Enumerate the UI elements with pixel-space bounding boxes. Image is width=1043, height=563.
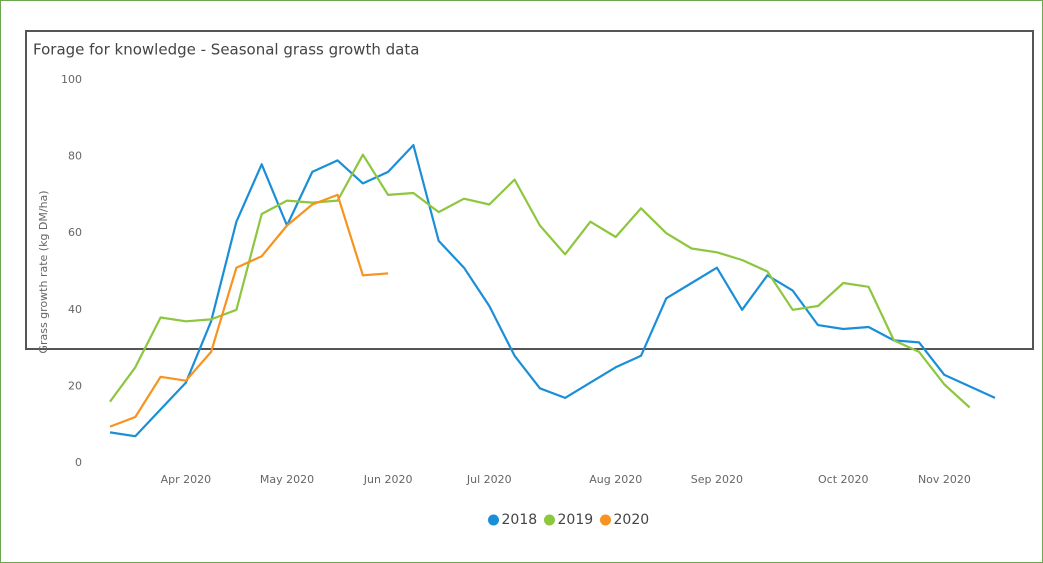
y-tick-label: 0 (75, 456, 82, 469)
x-tick-label: Aug 2020 (589, 473, 642, 486)
series-line (109, 153, 971, 409)
legend-marker (488, 514, 499, 526)
chart-panel (25, 30, 1034, 350)
legend-label: 2020 (614, 512, 650, 528)
legend-marker (544, 514, 555, 526)
y-tick-label: 20 (68, 379, 82, 392)
x-tick-label: Jun 2020 (363, 473, 413, 486)
y-tick-label: 100 (61, 73, 82, 86)
y-tick-label: 60 (68, 226, 82, 239)
y-tick-label: 80 (68, 150, 82, 163)
x-tick-label: Oct 2020 (818, 473, 869, 486)
x-tick-label: Sep 2020 (691, 473, 743, 486)
y-axis-label: Grass growth rate (kg DM/ha) (37, 190, 50, 353)
legend-label: 2019 (558, 512, 594, 528)
series-line (109, 193, 389, 428)
x-tick-label: Jul 2020 (466, 473, 512, 486)
x-tick-label: Apr 2020 (161, 473, 212, 486)
series-line (109, 144, 996, 438)
y-tick-label: 40 (68, 303, 82, 316)
chart-title: Forage for knowledge - Seasonal grass gr… (33, 41, 419, 59)
legend-label: 2018 (502, 512, 538, 528)
x-tick-label: May 2020 (260, 473, 314, 486)
legend-marker (600, 514, 611, 526)
x-tick-label: Nov 2020 (918, 473, 971, 486)
